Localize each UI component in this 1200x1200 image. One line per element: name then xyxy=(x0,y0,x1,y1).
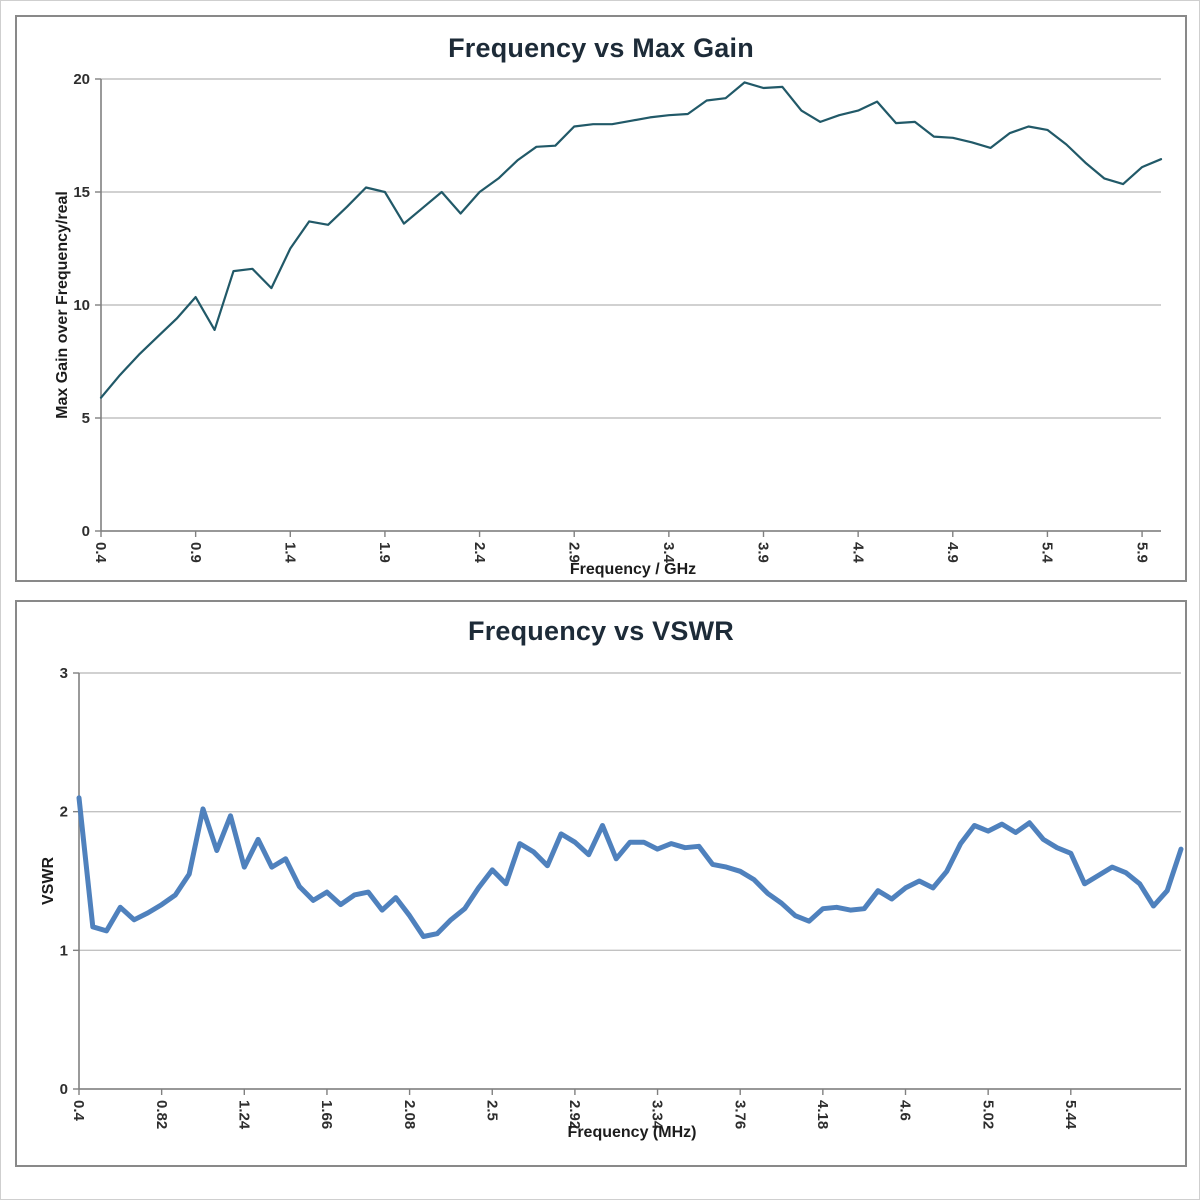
vswr-chart: Frequency vs VSWR VSWR 0 1 2 3 0.4 0.82 1.24 1.… xyxy=(15,600,1187,1167)
x-tick-label: 5.44 xyxy=(1062,1100,1079,1130)
x-tick-label: 2.4 xyxy=(471,542,488,564)
x-tick-label: 3.76 xyxy=(731,1100,748,1129)
x-tick-label: 4.6 xyxy=(897,1100,914,1121)
max-gain-chart: Frequency vs Max Gain Max Gain over Freq… xyxy=(15,15,1187,582)
x-tick-label: 3.34 xyxy=(649,1100,666,1130)
plot-area: 0 5 10 15 20 0.4 0.9 1.4 1.9 2.4 2.9 3.4 3.9 4.4 4.9 5.… xyxy=(73,71,1163,564)
x-axis-title: Frequency / GHz xyxy=(569,561,697,578)
y-tick-label: 3 xyxy=(60,665,68,682)
x-tick-label: 0.82 xyxy=(153,1100,170,1129)
y-tick-label: 5 xyxy=(82,410,90,427)
x-tick-label: 1.24 xyxy=(236,1100,253,1130)
x-tick-label: 0.9 xyxy=(187,542,204,563)
series-line xyxy=(99,81,1163,399)
x-tick-label: 2.5 xyxy=(483,1100,500,1121)
x-tick-label: 2.08 xyxy=(401,1100,418,1129)
x-tick-label: 4.9 xyxy=(944,542,961,563)
x-tick-label: 5.9 xyxy=(1133,542,1150,563)
y-tick-label: 0 xyxy=(82,523,90,540)
x-tick-label: 3.4 xyxy=(660,542,677,564)
y-tick-label: 20 xyxy=(73,71,90,88)
x-tick-label: 4.4 xyxy=(849,542,866,564)
y-tick-label: 2 xyxy=(60,804,68,821)
x-tick-label: 3.9 xyxy=(755,542,772,563)
plot-area: 0 1 2 3 0.4 0.82 1.24 1.66 2.08 2.5 2.92 3.34 3.76 4.… xyxy=(60,665,1184,1130)
x-axis-title: Frequency (MHz) xyxy=(567,1124,697,1141)
x-tick-label: 1.66 xyxy=(318,1100,335,1129)
chart-title: Frequency vs VSWR xyxy=(468,616,734,646)
y-tick-label: 10 xyxy=(73,297,90,314)
chart-title: Frequency vs Max Gain xyxy=(448,33,754,63)
y-tick-label: 15 xyxy=(73,184,90,201)
x-tick-label: 2.92 xyxy=(566,1100,583,1129)
x-tick-label: 1.4 xyxy=(281,542,298,564)
x-tick-label: 0.4 xyxy=(92,542,109,564)
x-tick-label: 5.4 xyxy=(1039,542,1056,564)
x-tick-label: 2.9 xyxy=(565,542,582,563)
x-tick-label: 0.4 xyxy=(70,1100,87,1122)
x-tick-label: 5.02 xyxy=(979,1100,996,1129)
x-tick-label: 4.18 xyxy=(814,1100,831,1129)
y-tick-label: 0 xyxy=(60,1081,68,1098)
y-tick-label: 1 xyxy=(60,942,68,959)
x-tick-label: 1.9 xyxy=(376,542,393,563)
series-line xyxy=(76,795,1184,939)
